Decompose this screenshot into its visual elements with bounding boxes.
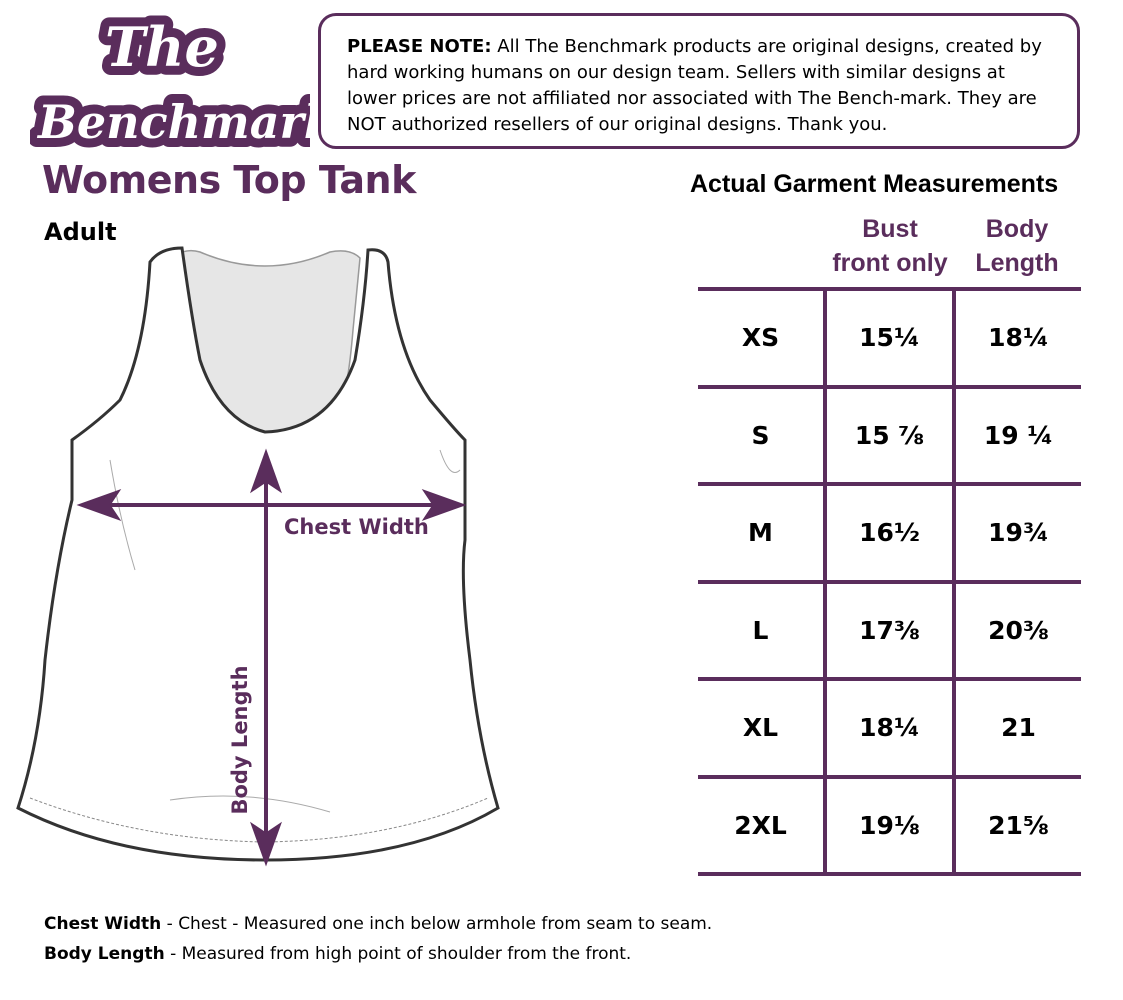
body-length-label: Body Length — [228, 665, 252, 815]
footnote-chest: Chest Width - Chest - Measured one inch … — [44, 914, 712, 934]
bust-cell: 16½ — [823, 486, 952, 580]
notice-text: All The Benchmark products are original … — [347, 36, 1042, 135]
size-cell: L — [752, 615, 769, 645]
fabric-folds — [109, 449, 461, 813]
length-cell: 19 ¼ — [952, 388, 1081, 482]
bust-cell: 15¼ — [823, 291, 952, 385]
tank-outline — [16, 246, 500, 862]
length-cell: 18¼ — [952, 291, 1081, 385]
bust-cell: 17⅜ — [823, 583, 952, 677]
header-line: Length — [975, 249, 1059, 277]
table-row: S 15 ⅞ 19 ¼ — [698, 384, 1081, 482]
length-cell: 20⅜ — [952, 583, 1081, 677]
size-cell: XS — [741, 323, 780, 353]
logo-text-the: The — [105, 15, 219, 79]
arrowhead-up — [250, 448, 282, 494]
measurements-table: XS 15¼ 18¼ S 15 ⅞ 19 ¼ M 16½ 19¾ L 17⅜ 20⅜ XL 18¼… — [698, 287, 1081, 876]
logo-text-benchmark: Benchmark — [36, 95, 310, 149]
table-row: L 17⅜ 20⅜ — [698, 579, 1081, 677]
subtitle: Adult — [44, 218, 117, 246]
length-cell: 21 — [952, 681, 1081, 775]
footnote-length: Body Length - Measured from high point o… — [44, 944, 631, 964]
footnote-term: Chest Width — [44, 914, 162, 934]
notice-label: PLEASE NOTE: — [347, 36, 492, 57]
column-header-length: Body Length — [964, 212, 1070, 280]
table-title: Actual Garment Measurements — [690, 170, 1059, 198]
size-cell: 2XL — [734, 810, 787, 840]
header-line: front only — [832, 249, 948, 277]
bust-cell: 18¼ — [823, 681, 952, 775]
footnote-term: Body Length — [44, 944, 165, 964]
page-title: Womens Top Tank — [42, 158, 416, 202]
footnote-text: - Measured from high point of shoulder f… — [164, 944, 632, 964]
bust-cell: 19⅛ — [823, 778, 952, 872]
arrowhead-down — [250, 821, 282, 867]
header-line: Body — [985, 215, 1049, 243]
column-header-bust: Bust front only — [816, 212, 964, 280]
chest-width-label: Chest Width — [284, 515, 429, 539]
arrowhead-left — [76, 489, 122, 521]
table-row: XS 15¼ 18¼ — [698, 287, 1081, 385]
table-row: 2XL 19⅛ 21⅝ — [698, 774, 1081, 876]
bust-cell: 15 ⅞ — [823, 388, 952, 482]
brand-logo: The Benchmark — [30, 8, 310, 153]
header-line: Bust — [862, 215, 918, 243]
length-cell: 21⅝ — [952, 778, 1081, 872]
size-cell: M — [748, 518, 773, 548]
arrowhead-right — [421, 489, 467, 521]
footnote-text: - Chest - Measured one inch below armhol… — [161, 914, 713, 934]
table-row: XL 18¼ 21 — [698, 677, 1081, 775]
size-cell: XL — [742, 713, 779, 743]
length-cell: 19¾ — [952, 486, 1081, 580]
size-cell: S — [751, 420, 770, 450]
tank-diagram — [16, 246, 500, 867]
notice-box: PLEASE NOTE: All The Benchmark products … — [318, 13, 1080, 149]
table-row: M 16½ 19¾ — [698, 482, 1081, 580]
